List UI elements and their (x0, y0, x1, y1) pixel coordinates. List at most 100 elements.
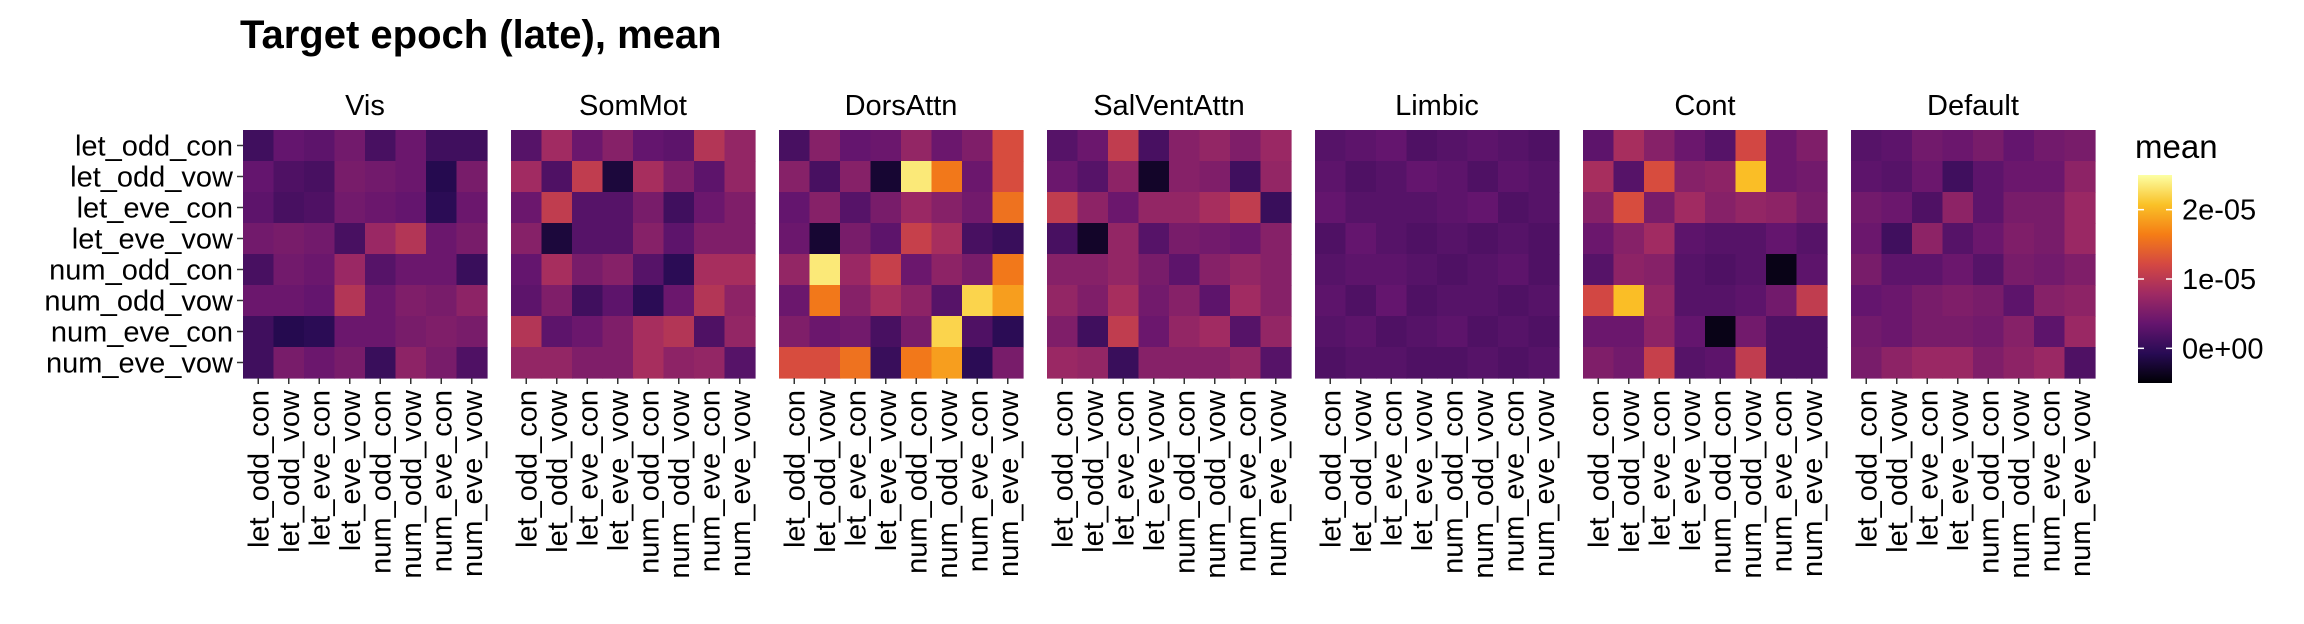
heatmap-cell (694, 130, 726, 162)
heatmap-cell (334, 130, 366, 162)
heatmap-cell (1644, 285, 1676, 317)
heatmap-cell (1705, 130, 1737, 162)
heatmap-cell (1735, 161, 1767, 193)
heatmap-cell (1467, 192, 1499, 224)
heatmap-cell (1796, 316, 1828, 348)
heatmap-cell (426, 130, 458, 162)
heatmap-cell (1528, 223, 1560, 255)
heatmap-cell (901, 254, 933, 286)
x-tick-label: let_odd_con (511, 390, 543, 548)
heatmap-cell (511, 192, 543, 224)
heatmap-cell (779, 254, 811, 286)
x-tick-label: let_eve_vow (1139, 389, 1171, 551)
heatmap-cell (1583, 316, 1615, 348)
heatmap-cell (1881, 130, 1913, 162)
panel-sommot: SomMot let_odd_conlet_odd_vowlet_eve_conl… (511, 90, 757, 579)
heatmap-cell (456, 192, 488, 224)
heatmap-cell (2064, 285, 2096, 317)
heatmap-cell (243, 285, 275, 317)
y-tick-label: num_eve_con (51, 317, 233, 349)
heatmap-cell (931, 285, 963, 317)
heatmap-cell (1705, 316, 1737, 348)
heatmap-cell (633, 223, 665, 255)
heatmap-cell (1406, 130, 1438, 162)
heatmap-cell (1498, 285, 1530, 317)
heatmap-cell (1406, 192, 1438, 224)
heatmap-cell (395, 347, 427, 379)
heatmap-cell (1315, 347, 1347, 379)
heatmap-cell (1644, 161, 1676, 193)
heatmap-cell (304, 347, 336, 379)
heatmap-cell (1735, 316, 1767, 348)
heatmap-cell (1315, 192, 1347, 224)
heatmap-cell (1498, 161, 1530, 193)
heatmap-cell (870, 347, 902, 379)
heatmap-cell (1467, 130, 1499, 162)
heatmap-cell (1674, 254, 1706, 286)
heatmap-cell (1169, 192, 1201, 224)
x-tick-label: let_odd_con (1851, 390, 1883, 548)
heatmap-cell (1613, 161, 1645, 193)
heatmap-cell (541, 161, 573, 193)
heatmap-cell (1705, 223, 1737, 255)
heatmap-cell (1077, 192, 1109, 224)
heatmap-cell (663, 285, 695, 317)
heatmap-cell (724, 161, 756, 193)
heatmap-cell (1796, 347, 1828, 379)
heatmap-cell (1077, 254, 1109, 286)
heatmap-cell (602, 223, 634, 255)
x-tick-label: num_eve_con (962, 390, 994, 572)
heatmap-cell (511, 223, 543, 255)
heatmap-cell (992, 130, 1024, 162)
panel-strip-label: SomMot (579, 90, 687, 122)
heatmap-cell (1613, 254, 1645, 286)
heatmap-cell (541, 316, 573, 348)
heatmap-cell (334, 223, 366, 255)
panel-strip-label: Limbic (1395, 90, 1479, 122)
heatmap-cell (931, 316, 963, 348)
heatmap-cell (1315, 285, 1347, 317)
heatmap-cell (1973, 192, 2005, 224)
heatmap-cell (1315, 223, 1347, 255)
x-tick-label: let_odd_vow (810, 389, 842, 553)
heatmap-cell (1498, 192, 1530, 224)
heatmap-cell (663, 254, 695, 286)
heatmap-cell (426, 316, 458, 348)
heatmap-cell (1735, 130, 1767, 162)
heatmap-cell (1881, 316, 1913, 348)
heatmap-cell (694, 192, 726, 224)
heatmap-cell (304, 161, 336, 193)
heatmap-cell (1528, 130, 1560, 162)
heatmap-cell (1528, 316, 1560, 348)
x-tick-label: num_odd_vow (1468, 389, 1500, 579)
heatmap-cell (1912, 347, 1944, 379)
heatmap-cell (2003, 161, 2035, 193)
heatmap-cell (1047, 161, 1079, 193)
heatmap-cell (1796, 285, 1828, 317)
heatmap-cell (931, 223, 963, 255)
heatmap-cell (809, 192, 841, 224)
heatmap-cell (1705, 347, 1737, 379)
heatmap-cell (809, 161, 841, 193)
heatmap-cell (1077, 347, 1109, 379)
heatmap-cell (779, 192, 811, 224)
heatmap-cell (2034, 192, 2066, 224)
heatmap-cell (243, 316, 275, 348)
heatmap-cell (1260, 130, 1292, 162)
heatmap-cell (840, 316, 872, 348)
heatmap-cell (1735, 285, 1767, 317)
heatmap-cell (1644, 347, 1676, 379)
heatmap-cell (1766, 285, 1798, 317)
heatmap-cell (962, 316, 994, 348)
heatmap-cell (426, 254, 458, 286)
heatmap-cell (395, 192, 427, 224)
heatmap-cell (1942, 316, 1974, 348)
heatmap-cell (1973, 161, 2005, 193)
heatmap-cell (1973, 285, 2005, 317)
heatmap-cell (1467, 347, 1499, 379)
x-tick-label: num_odd_con (1437, 390, 1469, 574)
heatmap-cell (1467, 254, 1499, 286)
heatmap-cell (962, 223, 994, 255)
heatmap-cell (1644, 130, 1676, 162)
heatmap-cell (365, 347, 397, 379)
